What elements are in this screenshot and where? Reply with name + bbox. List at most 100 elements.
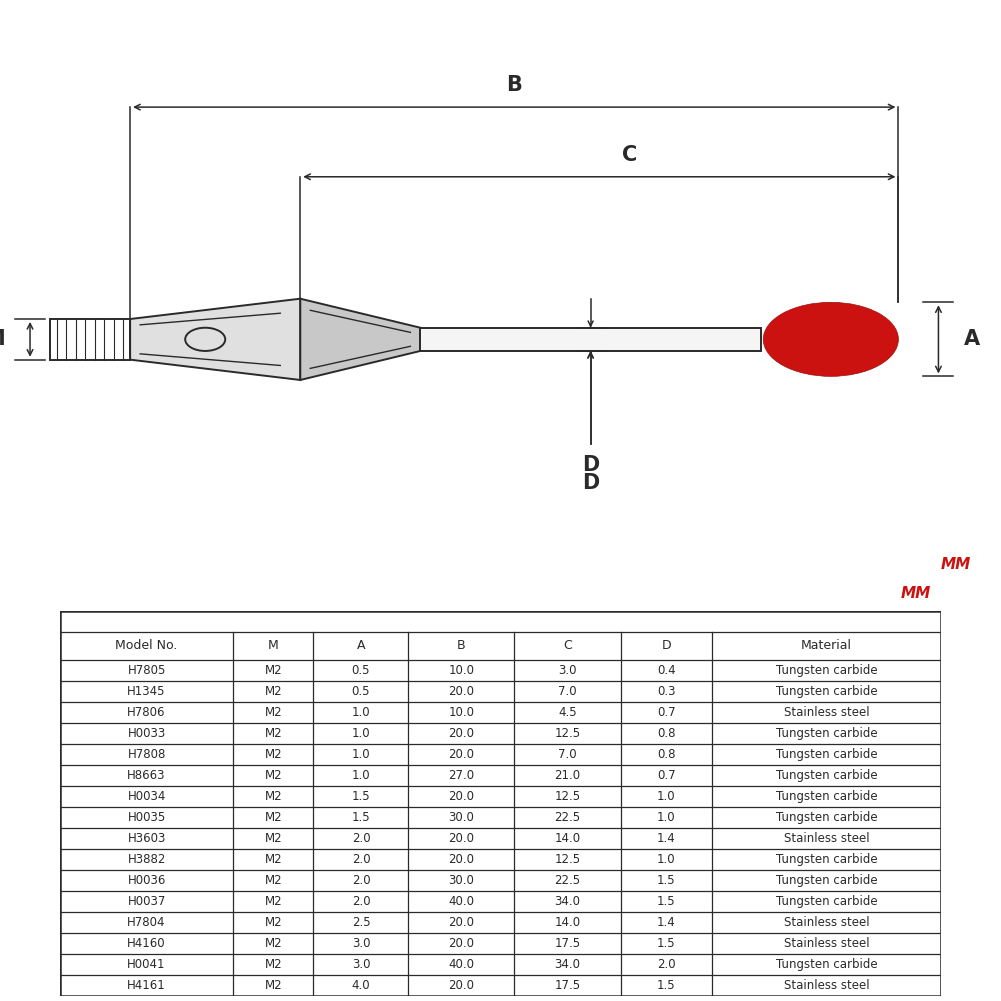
Text: 1.0: 1.0	[657, 853, 676, 866]
Text: Tungsten carbide: Tungsten carbide	[776, 853, 877, 866]
Text: 14.0: 14.0	[555, 832, 581, 845]
Text: 14.0: 14.0	[555, 916, 581, 929]
Text: H0037: H0037	[127, 895, 166, 908]
Text: 10.0: 10.0	[448, 706, 474, 719]
Text: H0034: H0034	[127, 790, 166, 803]
Text: M2: M2	[264, 790, 282, 803]
Text: 1.4: 1.4	[657, 832, 676, 845]
Text: M2: M2	[264, 937, 282, 950]
Text: 20.0: 20.0	[448, 916, 474, 929]
Text: H3882: H3882	[127, 853, 166, 866]
Text: M2: M2	[264, 979, 282, 992]
Text: D: D	[582, 472, 600, 492]
Text: 30.0: 30.0	[448, 874, 474, 887]
Text: 22.5: 22.5	[555, 874, 581, 887]
Text: M: M	[268, 640, 278, 653]
Text: 3.0: 3.0	[351, 937, 370, 950]
Text: 0.5: 0.5	[351, 685, 370, 698]
Text: M2: M2	[264, 685, 282, 698]
Text: Tungsten carbide: Tungsten carbide	[776, 769, 877, 782]
Text: D: D	[662, 640, 671, 653]
Text: 1.0: 1.0	[351, 727, 370, 740]
Text: Tungsten carbide: Tungsten carbide	[776, 727, 877, 740]
Text: MM: MM	[901, 586, 931, 601]
Text: H8663: H8663	[127, 769, 166, 782]
Text: C: C	[564, 640, 572, 653]
Text: A: A	[963, 329, 980, 349]
Text: 34.0: 34.0	[555, 958, 581, 971]
Text: MM: MM	[941, 557, 971, 572]
Text: 1.0: 1.0	[657, 811, 676, 824]
Polygon shape	[300, 298, 420, 380]
Text: 0.4: 0.4	[657, 664, 676, 677]
Text: Tungsten carbide: Tungsten carbide	[776, 790, 877, 803]
Text: 1.5: 1.5	[657, 979, 676, 992]
Text: Tungsten carbide: Tungsten carbide	[776, 811, 877, 824]
Text: 2.0: 2.0	[657, 958, 676, 971]
Text: M: M	[0, 329, 5, 349]
Text: Tungsten carbide: Tungsten carbide	[776, 874, 877, 887]
Text: M2: M2	[264, 706, 282, 719]
Text: 0.5: 0.5	[351, 664, 370, 677]
Text: 20.0: 20.0	[448, 853, 474, 866]
Text: M2: M2	[264, 748, 282, 761]
Text: M2: M2	[264, 832, 282, 845]
Text: Material: Material	[801, 640, 852, 653]
Text: M2: M2	[264, 916, 282, 929]
Text: 20.0: 20.0	[448, 685, 474, 698]
Text: M2: M2	[264, 895, 282, 908]
Text: 0.7: 0.7	[657, 769, 676, 782]
Text: 22.5: 22.5	[555, 811, 581, 824]
Text: 1.0: 1.0	[351, 769, 370, 782]
Text: H0033: H0033	[127, 727, 166, 740]
Text: 2.0: 2.0	[351, 874, 370, 887]
Text: 2.0: 2.0	[351, 853, 370, 866]
Text: Tungsten carbide: Tungsten carbide	[776, 748, 877, 761]
Text: 1.4: 1.4	[657, 916, 676, 929]
Text: M2: M2	[264, 853, 282, 866]
Text: 1.0: 1.0	[657, 790, 676, 803]
Text: 0.3: 0.3	[657, 685, 676, 698]
Text: H0041: H0041	[127, 958, 166, 971]
Text: 1.0: 1.0	[351, 748, 370, 761]
Text: B: B	[507, 75, 523, 95]
Text: Tungsten carbide: Tungsten carbide	[776, 664, 877, 677]
Text: 7.0: 7.0	[559, 685, 577, 698]
Text: B: B	[457, 640, 465, 653]
Text: 17.5: 17.5	[555, 979, 581, 992]
Text: 4.0: 4.0	[351, 979, 370, 992]
Text: Tungsten carbide: Tungsten carbide	[776, 958, 877, 971]
Text: Stainless steel: Stainless steel	[784, 937, 869, 950]
Text: 12.5: 12.5	[555, 853, 581, 866]
Text: 2.5: 2.5	[351, 916, 370, 929]
Text: M2: M2	[264, 874, 282, 887]
Text: A: A	[356, 640, 365, 653]
Text: C: C	[622, 145, 637, 165]
Polygon shape	[420, 327, 761, 351]
Text: 21.0: 21.0	[555, 769, 581, 782]
Text: Stainless steel: Stainless steel	[784, 916, 869, 929]
Text: 7.0: 7.0	[559, 748, 577, 761]
Text: 20.0: 20.0	[448, 790, 474, 803]
Text: M2: M2	[264, 811, 282, 824]
Text: Stainless steel: Stainless steel	[784, 979, 869, 992]
Text: H7808: H7808	[127, 748, 166, 761]
Text: 20.0: 20.0	[448, 979, 474, 992]
Text: Tungsten carbide: Tungsten carbide	[776, 685, 877, 698]
Text: 0.8: 0.8	[657, 748, 676, 761]
Text: Stainless steel: Stainless steel	[784, 706, 869, 719]
Text: 40.0: 40.0	[448, 958, 474, 971]
Text: H4160: H4160	[127, 937, 166, 950]
Text: H7806: H7806	[127, 706, 166, 719]
Text: M2: M2	[264, 958, 282, 971]
Text: 1.5: 1.5	[657, 874, 676, 887]
Text: 1.5: 1.5	[657, 937, 676, 950]
Text: Model No.: Model No.	[115, 640, 178, 653]
Text: H3603: H3603	[127, 832, 166, 845]
Text: 27.0: 27.0	[448, 769, 474, 782]
Text: H4161: H4161	[127, 979, 166, 992]
Text: 20.0: 20.0	[448, 748, 474, 761]
Text: H1345: H1345	[127, 685, 166, 698]
Text: M2: M2	[264, 727, 282, 740]
Text: 12.5: 12.5	[555, 727, 581, 740]
